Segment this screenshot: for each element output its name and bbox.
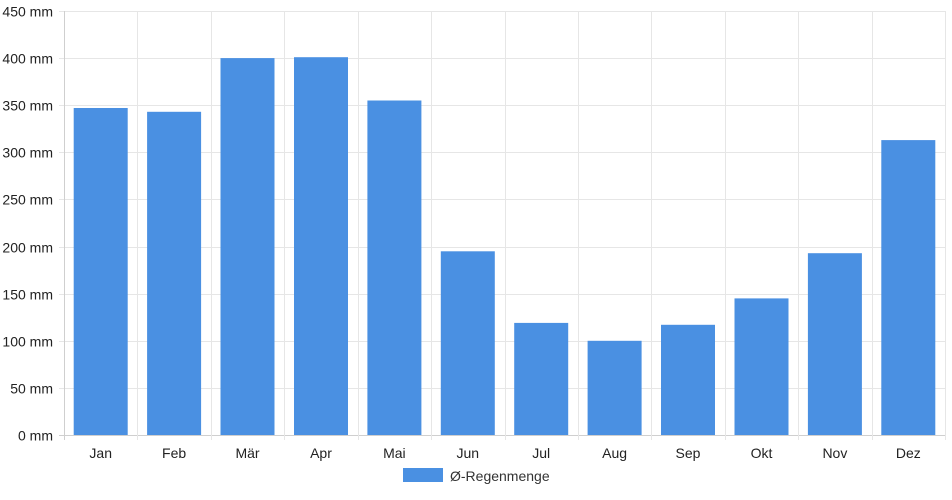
y-tick-label: 150 mm [2, 287, 53, 303]
x-axis-tick-labels: Jan Feb Mär Apr Mai Jun Jul Aug Sep Okt Nov Dez [89, 445, 920, 461]
y-tick-label: 300 mm [2, 145, 53, 161]
y-axis-tick-labels: 0 mm 50 mm 100 mm 150 mm 200 mm 250 mm 300 mm 3… [2, 4, 53, 444]
y-tick-label: 350 mm [2, 98, 53, 114]
legend-label[interactable]: Ø-Regenmenge [450, 468, 550, 484]
x-tick-label: Jan [89, 445, 112, 461]
bar-sep[interactable] [661, 324, 715, 435]
y-tick-label: 200 mm [2, 240, 53, 256]
x-tick-label: Sep [676, 445, 701, 461]
bars [73, 57, 936, 436]
x-tick-label: Apr [310, 445, 332, 461]
y-tick-label: 450 mm [2, 4, 53, 20]
grid [59, 11, 946, 440]
x-tick-label: Aug [602, 445, 627, 461]
y-tick-label: 50 mm [10, 381, 53, 397]
x-tick-label: Jun [457, 445, 480, 461]
y-tick-label: 0 mm [18, 428, 53, 444]
legend-swatch[interactable] [403, 468, 443, 482]
bar-jul[interactable] [514, 322, 569, 435]
bar-feb[interactable] [147, 111, 202, 436]
legend[interactable]: Ø-Regenmenge [403, 468, 550, 484]
bar-jan[interactable] [73, 108, 128, 435]
bar-dez[interactable] [881, 140, 936, 435]
bar-apr[interactable] [294, 57, 348, 435]
x-tick-label: Okt [751, 445, 773, 461]
x-tick-label: Feb [162, 445, 186, 461]
bar-jun[interactable] [440, 251, 495, 435]
bar-mai[interactable] [367, 100, 422, 436]
bar-nov[interactable] [807, 253, 862, 435]
x-tick-label: Nov [822, 445, 847, 461]
x-tick-label: Dez [896, 445, 921, 461]
bar-okt[interactable] [734, 298, 789, 435]
y-tick-label: 100 mm [2, 334, 53, 350]
x-tick-label: Mär [235, 445, 259, 461]
y-tick-label: 400 mm [2, 51, 53, 67]
x-tick-label: Jul [532, 445, 550, 461]
bar-mär[interactable] [220, 58, 275, 435]
y-tick-label: 250 mm [2, 192, 53, 208]
x-tick-label: Mai [383, 445, 406, 461]
bar-aug[interactable] [587, 340, 642, 435]
